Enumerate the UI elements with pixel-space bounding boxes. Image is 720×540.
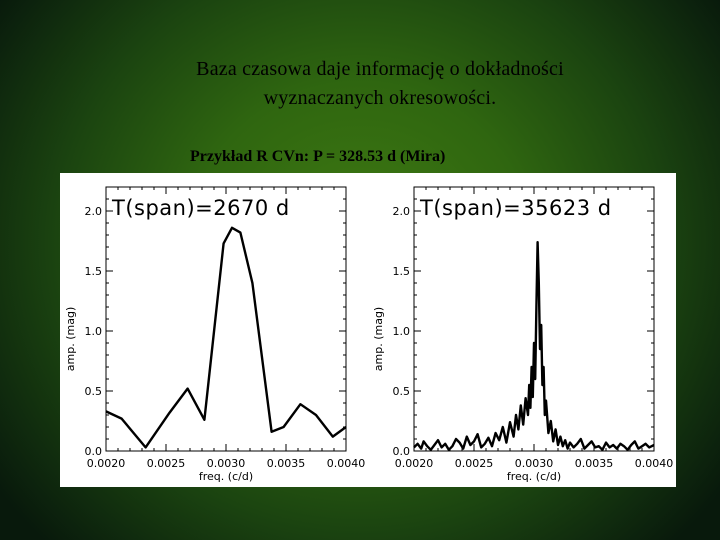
y-axis-label: amp. (mag) [64, 307, 77, 371]
x-tick-label: 0.0035 [575, 457, 614, 470]
y-tick-label: 1.0 [85, 325, 103, 338]
x-tick-label: 0.0035 [267, 457, 306, 470]
slide-title-line-1: Baza czasowa daje informację o dokładnoś… [196, 58, 564, 80]
panel-1: 0.0020 0.0025 0.0030 0.0035 0.0040 0.0 0.5 1.0 1… [64, 186, 366, 483]
span-annotation: T(span)=2670 d [111, 196, 290, 220]
x-tick-label: 0.0020 [87, 457, 126, 470]
x-tick-label: 0.0040 [327, 457, 366, 470]
slide-title-line-2: wyznaczanych okresowości. [263, 87, 497, 109]
y-tick-label: 2.0 [85, 205, 103, 218]
slide-subtitle: Przykład R CVn: P = 328.53 d (Mira) [190, 148, 446, 165]
y-tick-label: 2.0 [393, 205, 411, 218]
x-axis-label: freq. (c/d) [199, 470, 253, 483]
y-tick-label: 0.0 [85, 445, 103, 458]
span-annotation: T(span)=35623 d [419, 196, 612, 220]
x-tick-label: 0.0030 [515, 457, 554, 470]
slide-title: Baza czasowa daje informację o dokładnoś… [0, 55, 720, 113]
x-tick-label: 0.0040 [635, 457, 674, 470]
amplitude-series-line [413, 240, 655, 451]
periodogram-svg: 0.0020 0.0025 0.0030 0.0035 0.0040 0.0 0.5 1.0 1… [64, 186, 674, 483]
x-tick-label: 0.0025 [147, 457, 186, 470]
y-tick-label: 1.5 [393, 265, 411, 278]
x-tick-label: 0.0020 [395, 457, 434, 470]
x-tick-label: 0.0030 [207, 457, 246, 470]
y-tick-label: 0.0 [393, 445, 411, 458]
y-tick-label: 0.5 [393, 385, 411, 398]
x-tick-label: 0.0025 [455, 457, 494, 470]
amplitude-series-line [105, 226, 347, 449]
y-tick-label: 1.5 [85, 265, 103, 278]
y-tick-label: 1.0 [393, 325, 411, 338]
y-axis-label: amp. (mag) [372, 307, 385, 371]
panel-2: 0.0020 0.0025 0.0030 0.0035 0.0040 0.0 0.5 1.0 1… [372, 186, 674, 483]
y-tick-label: 0.5 [85, 385, 103, 398]
x-axis-label: freq. (c/d) [507, 470, 561, 483]
plot-frame [413, 186, 655, 452]
periodogram-figure: 0.0020 0.0025 0.0030 0.0035 0.0040 0.0 0.5 1.0 1… [60, 173, 676, 487]
